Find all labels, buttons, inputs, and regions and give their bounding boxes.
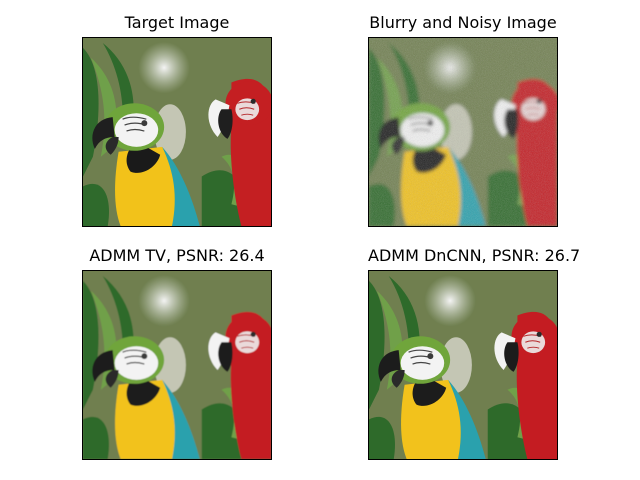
panel-title-noisy: Blurry and Noisy Image bbox=[369, 13, 557, 32]
panel-title-target: Target Image bbox=[124, 13, 230, 32]
panel-title-admm-dncnn: ADMM DnCNN, PSNR: 26.7 bbox=[368, 246, 581, 265]
image-content bbox=[369, 38, 557, 226]
image-admm-tv bbox=[82, 270, 272, 460]
image-content bbox=[83, 38, 271, 226]
image-target bbox=[82, 37, 272, 227]
image-content bbox=[83, 271, 271, 459]
image-noisy bbox=[368, 37, 558, 227]
image-content bbox=[369, 271, 557, 459]
panel-title-admm-tv: ADMM TV, PSNR: 26.4 bbox=[89, 246, 265, 265]
image-admm-dncnn bbox=[368, 270, 558, 460]
